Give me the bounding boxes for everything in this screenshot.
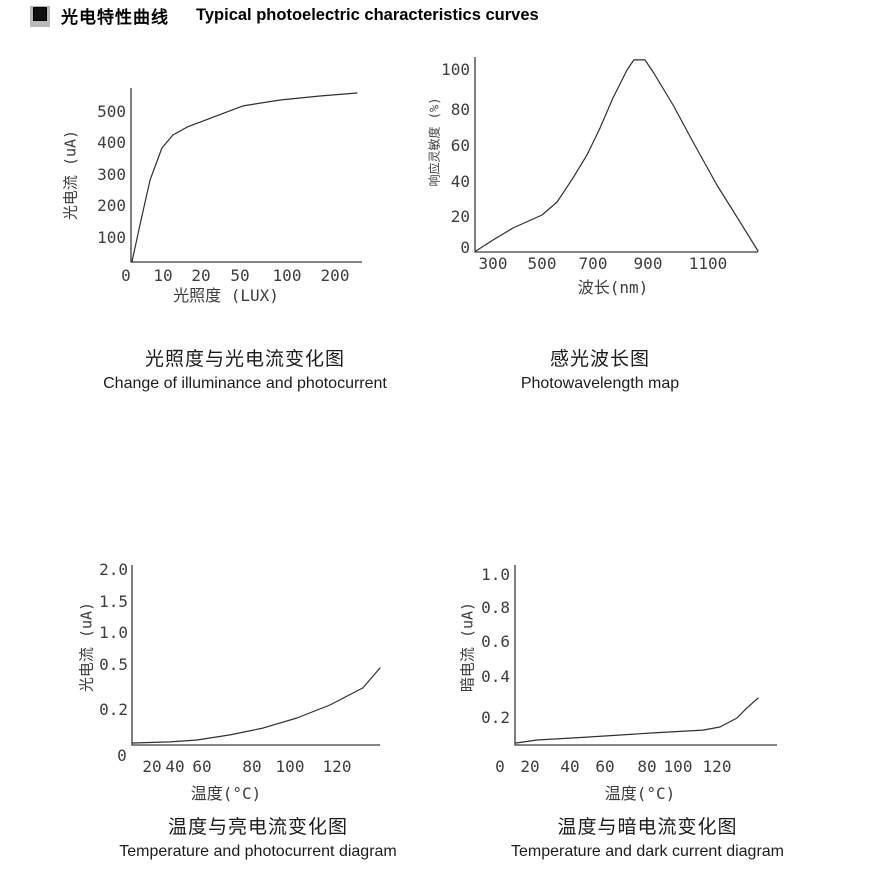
caption1-zh: 光照度与光电流变化图 [144, 349, 345, 370]
chart3-curve [132, 667, 381, 744]
chart4-y-axis-title: 暗电流 (uA) [458, 601, 477, 693]
caption-temperature-darkcurrent: 温度与暗电流变化图 Temperature and dark current d… [460, 817, 835, 861]
chart3-x-axis-title: 温度(°C) [190, 784, 262, 803]
chart-temperature-photocurrent: 2.0 1.5 1.0 0.5 0.2 20 40 60 80 100 120 0 光电流 (uA… [40, 555, 400, 815]
chart4-canvas [514, 565, 777, 746]
chart4-axes [514, 565, 777, 746]
chart4-curve [515, 697, 759, 744]
chart3-axes [131, 565, 380, 746]
chart1-canvas [130, 88, 362, 263]
chart-spectral-response: 100 80 60 40 20 0 300 500 700 900 1100 响应灵敏度 (%) … [400, 45, 780, 315]
caption4-en: Temperature and dark current diagram [510, 842, 785, 860]
chart4-x-axis-title: 温度(°C) [604, 784, 676, 803]
chart2-axes [474, 57, 758, 253]
chart2-y-axis-title: 响应灵敏度 (%) [427, 97, 442, 187]
chart3-canvas [131, 565, 381, 746]
chart3-y-axis-title: 光电流 (uA) [77, 601, 96, 693]
chart2-canvas [474, 57, 759, 253]
section-header: 光电特性曲线 Typical photoelectric characteris… [30, 3, 539, 28]
section-title-en: Typical photoelectric characteristics cu… [196, 6, 539, 24]
chart-temperature-darkcurrent: 1.0 0.8 0.6 0.4 0.2 0 20 40 60 80 100 120 暗电流 (uA)… [420, 555, 800, 815]
section-title-zh: 光电特性曲线 [61, 8, 169, 27]
caption-temperature-photocurrent: 温度与亮电流变化图 Temperature and photocurrent d… [58, 817, 458, 861]
chart1-curve [131, 92, 358, 263]
chart1-x-axis-title: 光照度 (LUX) [173, 286, 279, 305]
chart2-x-axis-title: 波长(nm) [577, 278, 649, 297]
chart3-origin-label: 0 [117, 746, 127, 765]
caption4-zh: 温度与暗电流变化图 [557, 817, 738, 838]
caption-spectral-response: 感光波长图 Photowavelength map [450, 349, 750, 393]
caption2-en: Photowavelength map [520, 374, 680, 392]
caption1-en: Change of illuminance and photocurrent [103, 374, 387, 392]
caption3-zh: 温度与亮电流变化图 [167, 817, 348, 838]
chart2-curve [475, 59, 759, 252]
section-marker-icon [30, 5, 52, 27]
section-marker-square [33, 6, 47, 21]
caption-illuminance-photocurrent: 光照度与光电流变化图 Change of illuminance and pho… [45, 349, 445, 393]
chart-illuminance-photocurrent: 500 400 300 200 100 0 10 20 50 100 200 光电流 (uA) 光… [40, 80, 380, 320]
caption3-en: Temperature and photocurrent diagram [119, 842, 397, 860]
chart1-axes [130, 88, 362, 263]
caption2-zh: 感光波长图 [549, 349, 650, 370]
chart1-y-axis-title: 光电流 (uA) [61, 129, 80, 221]
